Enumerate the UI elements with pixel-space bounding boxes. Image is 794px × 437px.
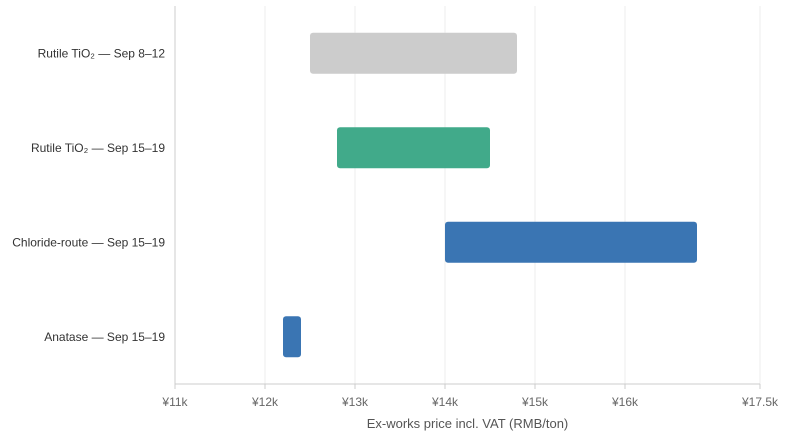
range-bars [283,32,697,358]
range-bar [445,221,697,263]
category-label: Rutile TiO₂ — Sep 8–12 [38,46,166,60]
x-axis-ticks: ¥11k ¥12k ¥13k ¥14k ¥15k ¥16k ¥17.5k [161,384,779,409]
range-bar [283,316,301,358]
category-labels: Rutile TiO₂ — Sep 8–12 Rutile TiO₂ — Sep … [12,46,165,344]
category-label: Chloride-route — Sep 15–19 [12,235,165,249]
x-tick-label: ¥11k [161,395,188,409]
x-axis-title: Ex-works price incl. VAT (RMB/ton) [367,416,569,431]
x-tick-label: ¥15k [521,395,549,409]
range-bar [310,32,517,74]
x-tick-label: ¥14k [431,395,459,409]
x-tick-label: ¥12k [251,395,279,409]
category-label: Rutile TiO₂ — Sep 15–19 [31,141,165,155]
category-label: Anatase — Sep 15–19 [44,330,165,344]
x-tick-label: ¥16k [611,395,639,409]
range-bar [337,127,490,169]
x-tick-label: ¥13k [341,395,369,409]
x-tick-label: ¥17.5k [741,395,779,409]
